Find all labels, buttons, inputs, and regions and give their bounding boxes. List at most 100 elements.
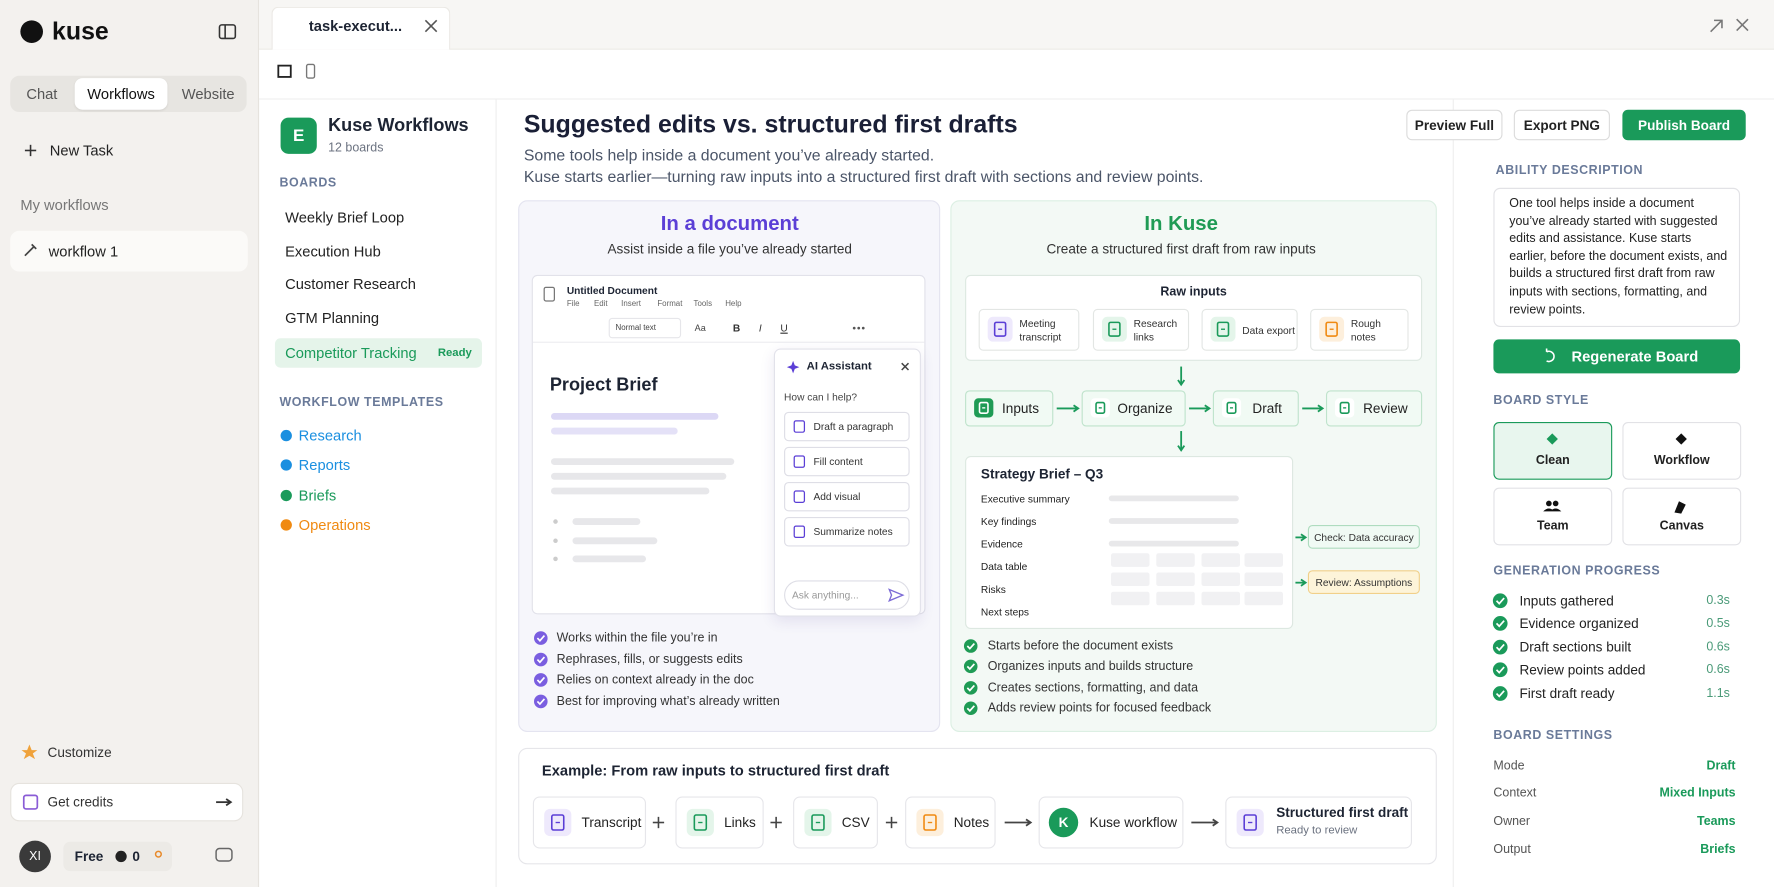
customize[interactable]: Customize (47, 744, 112, 761)
assistant-action-label[interactable]: Fill content (813, 455, 863, 468)
check-icon (1492, 686, 1508, 701)
style-tile[interactable] (1622, 487, 1742, 546)
board-item[interactable]: Weekly Brief Loop (285, 208, 405, 226)
assistant-action-label[interactable]: Add visual (813, 491, 861, 503)
table-cell (1156, 591, 1195, 606)
output-label: Structured first draft (1276, 804, 1409, 821)
regenerate-label[interactable]: Regenerate Board (1571, 347, 1699, 365)
template-dot (280, 459, 292, 471)
section-heading: GENERATION PROGRESS (1493, 564, 1661, 579)
point: Organizes inputs and builds structure (987, 659, 1194, 674)
brief-row-label: Evidence (980, 538, 1023, 550)
table-cell (1201, 572, 1240, 587)
template-item[interactable]: Reports (298, 456, 351, 474)
doc-heading: Project Brief (549, 375, 658, 395)
text-placeholder (550, 487, 710, 495)
assistant-action-label[interactable]: Draft a paragraph (813, 420, 894, 433)
toolbar-select (608, 317, 682, 339)
board-item[interactable]: Execution Hub (285, 242, 381, 260)
button-label[interactable]: Publish Board (1638, 117, 1731, 133)
toolbar-item: B (732, 322, 741, 334)
sidebar-tab[interactable]: Workflows (87, 85, 155, 103)
template-dot (280, 489, 292, 502)
bullet (553, 538, 558, 544)
template-item[interactable]: Briefs (298, 487, 337, 505)
table-cell (1111, 572, 1150, 587)
doc-menu: Edit (593, 300, 608, 309)
brand: kuse (52, 16, 109, 46)
credits-label[interactable]: Get credits (47, 794, 114, 811)
point: Best for improving what’s already writte… (556, 694, 780, 709)
ability-box (1493, 187, 1741, 327)
style-tile[interactable] (1493, 487, 1613, 546)
setting-value: Teams (1697, 814, 1736, 829)
template-item[interactable]: Operations (298, 516, 371, 534)
doc-menu: Help (725, 300, 742, 309)
progress-time: 0.5s (1706, 616, 1730, 631)
progress-step: Draft sections built (1519, 639, 1632, 656)
new-task[interactable]: New Task (49, 141, 114, 159)
style-label[interactable]: Canvas (1659, 519, 1704, 533)
button-label[interactable]: Export PNG (1523, 117, 1600, 133)
setting-value: Briefs (1700, 842, 1736, 857)
setting-value: Draft (1706, 759, 1736, 773)
tab-title[interactable]: task-execut... (308, 17, 403, 35)
text-placeholder (572, 537, 658, 545)
style-label[interactable]: Workflow (1653, 453, 1710, 468)
section-heading: BOARD STYLE (1493, 393, 1589, 408)
example-input-label: Notes (953, 814, 990, 831)
card-subheading: Assist inside a file you’ve already star… (607, 240, 852, 257)
style-tile[interactable] (1622, 422, 1742, 480)
regenerate-button[interactable] (1493, 339, 1741, 374)
point: Relies on context already in the doc (556, 673, 754, 687)
credits-button[interactable] (10, 782, 244, 822)
button-label[interactable]: Preview Full (1414, 117, 1495, 133)
brief-row-label: Data table (980, 561, 1028, 573)
check-mark (1495, 620, 1505, 628)
style-label[interactable]: Team (1537, 519, 1569, 533)
button[interactable] (1406, 109, 1503, 141)
board-title: Suggested edits vs. structured first dra… (523, 109, 1018, 139)
brief-row-label: Next steps (980, 606, 1030, 618)
workflow-item[interactable] (10, 230, 248, 272)
progress-time: 0.6s (1706, 662, 1730, 677)
assistant-action-label[interactable]: Summarize notes (813, 526, 893, 538)
style-tile[interactable] (1493, 422, 1613, 480)
progress-step: Review points added (1519, 661, 1646, 678)
template-dot (280, 519, 292, 531)
bullet (553, 556, 558, 562)
sidebar-tab[interactable]: Website (181, 85, 235, 103)
board-item[interactable]: GTM Planning (285, 309, 380, 327)
table-cell (1111, 591, 1150, 606)
section-heading: BOARDS (279, 176, 337, 191)
board-item[interactable]: Customer Research (285, 275, 416, 293)
plan: Free (74, 848, 104, 865)
toolbar-item: I (758, 322, 762, 334)
progress-time: 1.1s (1706, 686, 1730, 701)
button[interactable] (1622, 109, 1746, 141)
text-placeholder (572, 518, 641, 525)
sidebar-tab[interactable]: Chat (26, 85, 58, 103)
doc-tab[interactable] (271, 6, 451, 50)
doc-title: Untitled Document (566, 285, 658, 297)
input-placeholder: Ask anything... (791, 589, 859, 601)
flow-label: Organize (1117, 400, 1173, 417)
check-icon (1492, 662, 1508, 678)
style-label[interactable]: Clean (1535, 453, 1570, 468)
template-item[interactable]: Research (298, 427, 362, 445)
check-mark (1495, 643, 1505, 652)
assistant-title: AI Assistant (806, 360, 872, 373)
progress-time: 0.3s (1706, 593, 1730, 608)
raw-label: Meeting transcript (1019, 317, 1062, 343)
board-subtitle: Kuse starts earlier—turning raw inputs i… (523, 167, 1204, 186)
section-heading: WORKFLOW TEMPLATES (279, 395, 444, 410)
board-item[interactable]: Competitor Tracking (285, 344, 417, 362)
section-heading: ABILITY DESCRIPTION (1495, 164, 1644, 178)
card-heading: In Kuse (1144, 212, 1218, 235)
card-heading: In a document (660, 212, 799, 235)
raw-label: Rough notes (1350, 317, 1381, 343)
workflow-name[interactable]: workflow 1 (48, 242, 119, 260)
button[interactable] (1513, 109, 1610, 141)
table-cell (1111, 553, 1150, 567)
